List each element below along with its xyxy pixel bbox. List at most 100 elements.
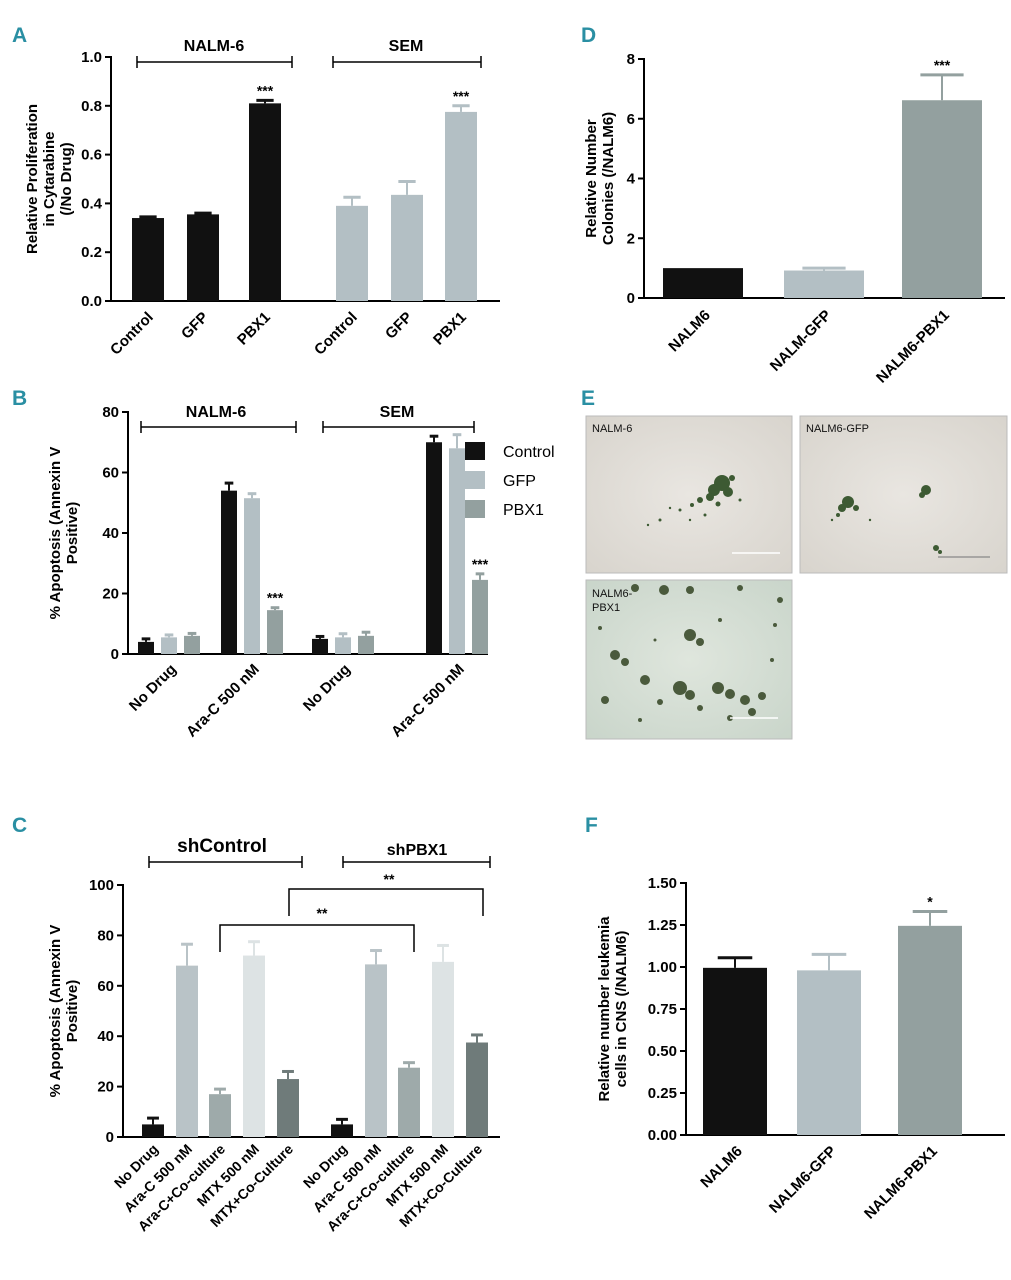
panel-letter-e: E	[581, 387, 595, 410]
chart-b-1-0-1-bar	[335, 637, 351, 654]
panel-letter-a: A	[12, 24, 27, 47]
chart-b-1-1-1-bar	[449, 448, 465, 654]
chart-a-sig-0-2: ***	[257, 82, 274, 98]
chart-c-comparison-line-0	[288, 888, 484, 916]
chart-c-ytick-label-3: 60	[97, 978, 114, 995]
chart-f-ylabel-1: cells in CNS (/NALM6)	[613, 931, 630, 1088]
chart-a-cat-0-0: Control	[107, 309, 157, 359]
chart-f-ytick-label-3: 0.75	[648, 1001, 677, 1018]
chart-a-sig-1-2: ***	[453, 88, 470, 104]
chart-b-ylabel-1: Positive)	[64, 502, 81, 565]
chart-c-ytick-label-4: 80	[97, 927, 114, 944]
chart-a-cat-1-1: GFP	[382, 309, 416, 343]
chart-a-cat-0-1: GFP	[178, 309, 212, 343]
chart-d-ytick-label-2: 4	[627, 171, 636, 188]
chart-c-ytick-label-2: 40	[97, 1028, 114, 1045]
chart-d-ylabel-0: Relative Number	[583, 119, 600, 238]
chart-a-0-0-bar	[132, 218, 164, 301]
chart-c: 0 20 40 60 80 100 % Apoptosis (Annexin V Positi…	[47, 836, 500, 1234]
chart-b-legend-label-0: Control	[503, 444, 555, 461]
chart-a-1-2-bar	[445, 111, 477, 302]
chart-b-cat-1-0: No Drug	[300, 661, 354, 715]
chart-d-ytick-label-1: 2	[627, 230, 635, 247]
chart-a-ytick-label-0: 0.0	[81, 293, 102, 310]
chart-f-cat-2: NALM6-PBX1	[861, 1143, 941, 1223]
chart-c-0-3-bar	[243, 955, 265, 1137]
chart-a-ytick-label-5: 1.0	[81, 49, 102, 66]
chart-b-1-1-0-bar	[426, 442, 442, 654]
chart-d-1-bar	[784, 270, 864, 298]
chart-b-cat-0-0: No Drug	[126, 661, 180, 715]
chart-b-ytick-label-1: 20	[102, 586, 119, 603]
chart-c-0-0-bar	[142, 1124, 164, 1137]
chart-f-ytick-label-2: 0.50	[648, 1043, 677, 1060]
micrograph-nalm6-gfp: NALM6-GFP	[799, 415, 1008, 574]
chart-b-0-1-0-bar	[221, 490, 237, 654]
chart-a-ytick-label-3: 0.6	[81, 147, 102, 164]
chart-d-ytick-label-3: 6	[627, 111, 635, 128]
chart-f-ytick-label-0: 0.00	[648, 1127, 677, 1144]
chart-f-cat-0: NALM6	[697, 1143, 746, 1192]
chart-b-0-1-2-bar	[267, 610, 283, 654]
chart-a-1-1-bar	[391, 194, 423, 301]
chart-c-group-label-0: shControl	[177, 836, 267, 857]
micrograph-label-nalm6: NALM-6	[592, 423, 632, 435]
chart-d-cat-1: NALM-GFP	[767, 307, 835, 375]
panel-letter-f: F	[585, 814, 598, 837]
chart-b-0-1-1-bar	[244, 498, 260, 654]
chart-b-1-0-2-bar	[358, 635, 374, 654]
chart-b-group-label-1: SEM	[380, 404, 415, 421]
chart-b-legend-swatch-0	[465, 442, 485, 460]
chart-b-0-0-0-bar	[138, 641, 154, 654]
chart-b-ytick-label-4: 80	[102, 404, 119, 421]
chart-b-ylabel-0: % Apoptosis (Annexin V	[47, 447, 64, 620]
chart-d-0-bar	[663, 268, 743, 298]
chart-a: 0.0 0.2 0.4 0.6 0.8 1.0 Relative Proliferation…	[24, 38, 500, 359]
micrograph-label-nalm6-pbx1-line2: PBX1	[592, 602, 620, 614]
chart-a-cat-1-2: PBX1	[430, 309, 470, 349]
chart-c-ytick-label-0: 0	[106, 1129, 114, 1146]
chart-c-ylabel-1: Positive)	[64, 980, 81, 1043]
chart-a-ytick-label-2: 0.4	[81, 195, 103, 212]
chart-a-cat-0-2: PBX1	[234, 309, 274, 349]
chart-f-1-bar	[797, 970, 861, 1135]
micrograph-nalm6: NALM-6	[585, 415, 793, 574]
chart-a-cat-1-0: Control	[311, 309, 361, 359]
chart-b-sig-1-1-2: ***	[472, 556, 489, 572]
chart-f-ytick-label-4: 1.00	[648, 959, 677, 976]
chart-b-0-0-1-bar	[161, 637, 177, 654]
chart-d-ytick-label-4: 8	[627, 51, 635, 68]
chart-f-ytick-label-5: 1.25	[648, 917, 677, 934]
chart-b-ytick-label-3: 60	[102, 465, 119, 482]
chart-a-ylabel-1: in Cytarabine	[41, 131, 58, 226]
chart-b-cat-1-1: Ara-C 500 nM	[388, 661, 468, 741]
chart-c-ylabel-0: % Apoptosis (Annexin V	[47, 925, 64, 1098]
chart-c-1-4-bar	[466, 1042, 488, 1137]
chart-c-ytick-label-5: 100	[89, 877, 114, 894]
chart-c-1-0-bar	[331, 1124, 353, 1137]
chart-f-cat-1: NALM6-GFP	[766, 1143, 840, 1217]
panel-letter-d: D	[581, 24, 596, 47]
chart-c-group-label-1: shPBX1	[387, 842, 448, 859]
chart-b-sig-0-1-2: ***	[267, 590, 284, 606]
chart-d-ylabel-1: Colonies (/NALM6)	[600, 112, 617, 245]
chart-c-0-2-bar	[209, 1094, 231, 1137]
chart-a-ytick-label-4: 0.8	[81, 98, 102, 115]
chart-b-legend-label-2: PBX1	[503, 502, 544, 519]
chart-c-0-4-bar	[277, 1079, 299, 1137]
chart-b-ytick-label-2: 40	[102, 525, 119, 542]
chart-b-legend-label-1: GFP	[503, 473, 536, 490]
chart-c-1-1-bar	[365, 964, 387, 1137]
chart-c-comparison-sig-1: **	[317, 905, 328, 921]
chart-f-sig-2: *	[927, 894, 933, 910]
chart-d-sig-2: ***	[934, 57, 951, 73]
chart-c-comparison-sig-0: **	[384, 871, 395, 887]
panel-letter-c: C	[12, 814, 27, 837]
chart-f-ytick-label-6: 1.50	[648, 875, 677, 892]
chart-a-group-label-0: NALM-6	[184, 38, 245, 55]
chart-a-0-2-bar	[249, 103, 281, 301]
chart-b-group-label-0: NALM-6	[186, 404, 247, 421]
chart-f-2-bar	[898, 925, 962, 1135]
chart-b-1-0-0-bar	[312, 638, 328, 654]
